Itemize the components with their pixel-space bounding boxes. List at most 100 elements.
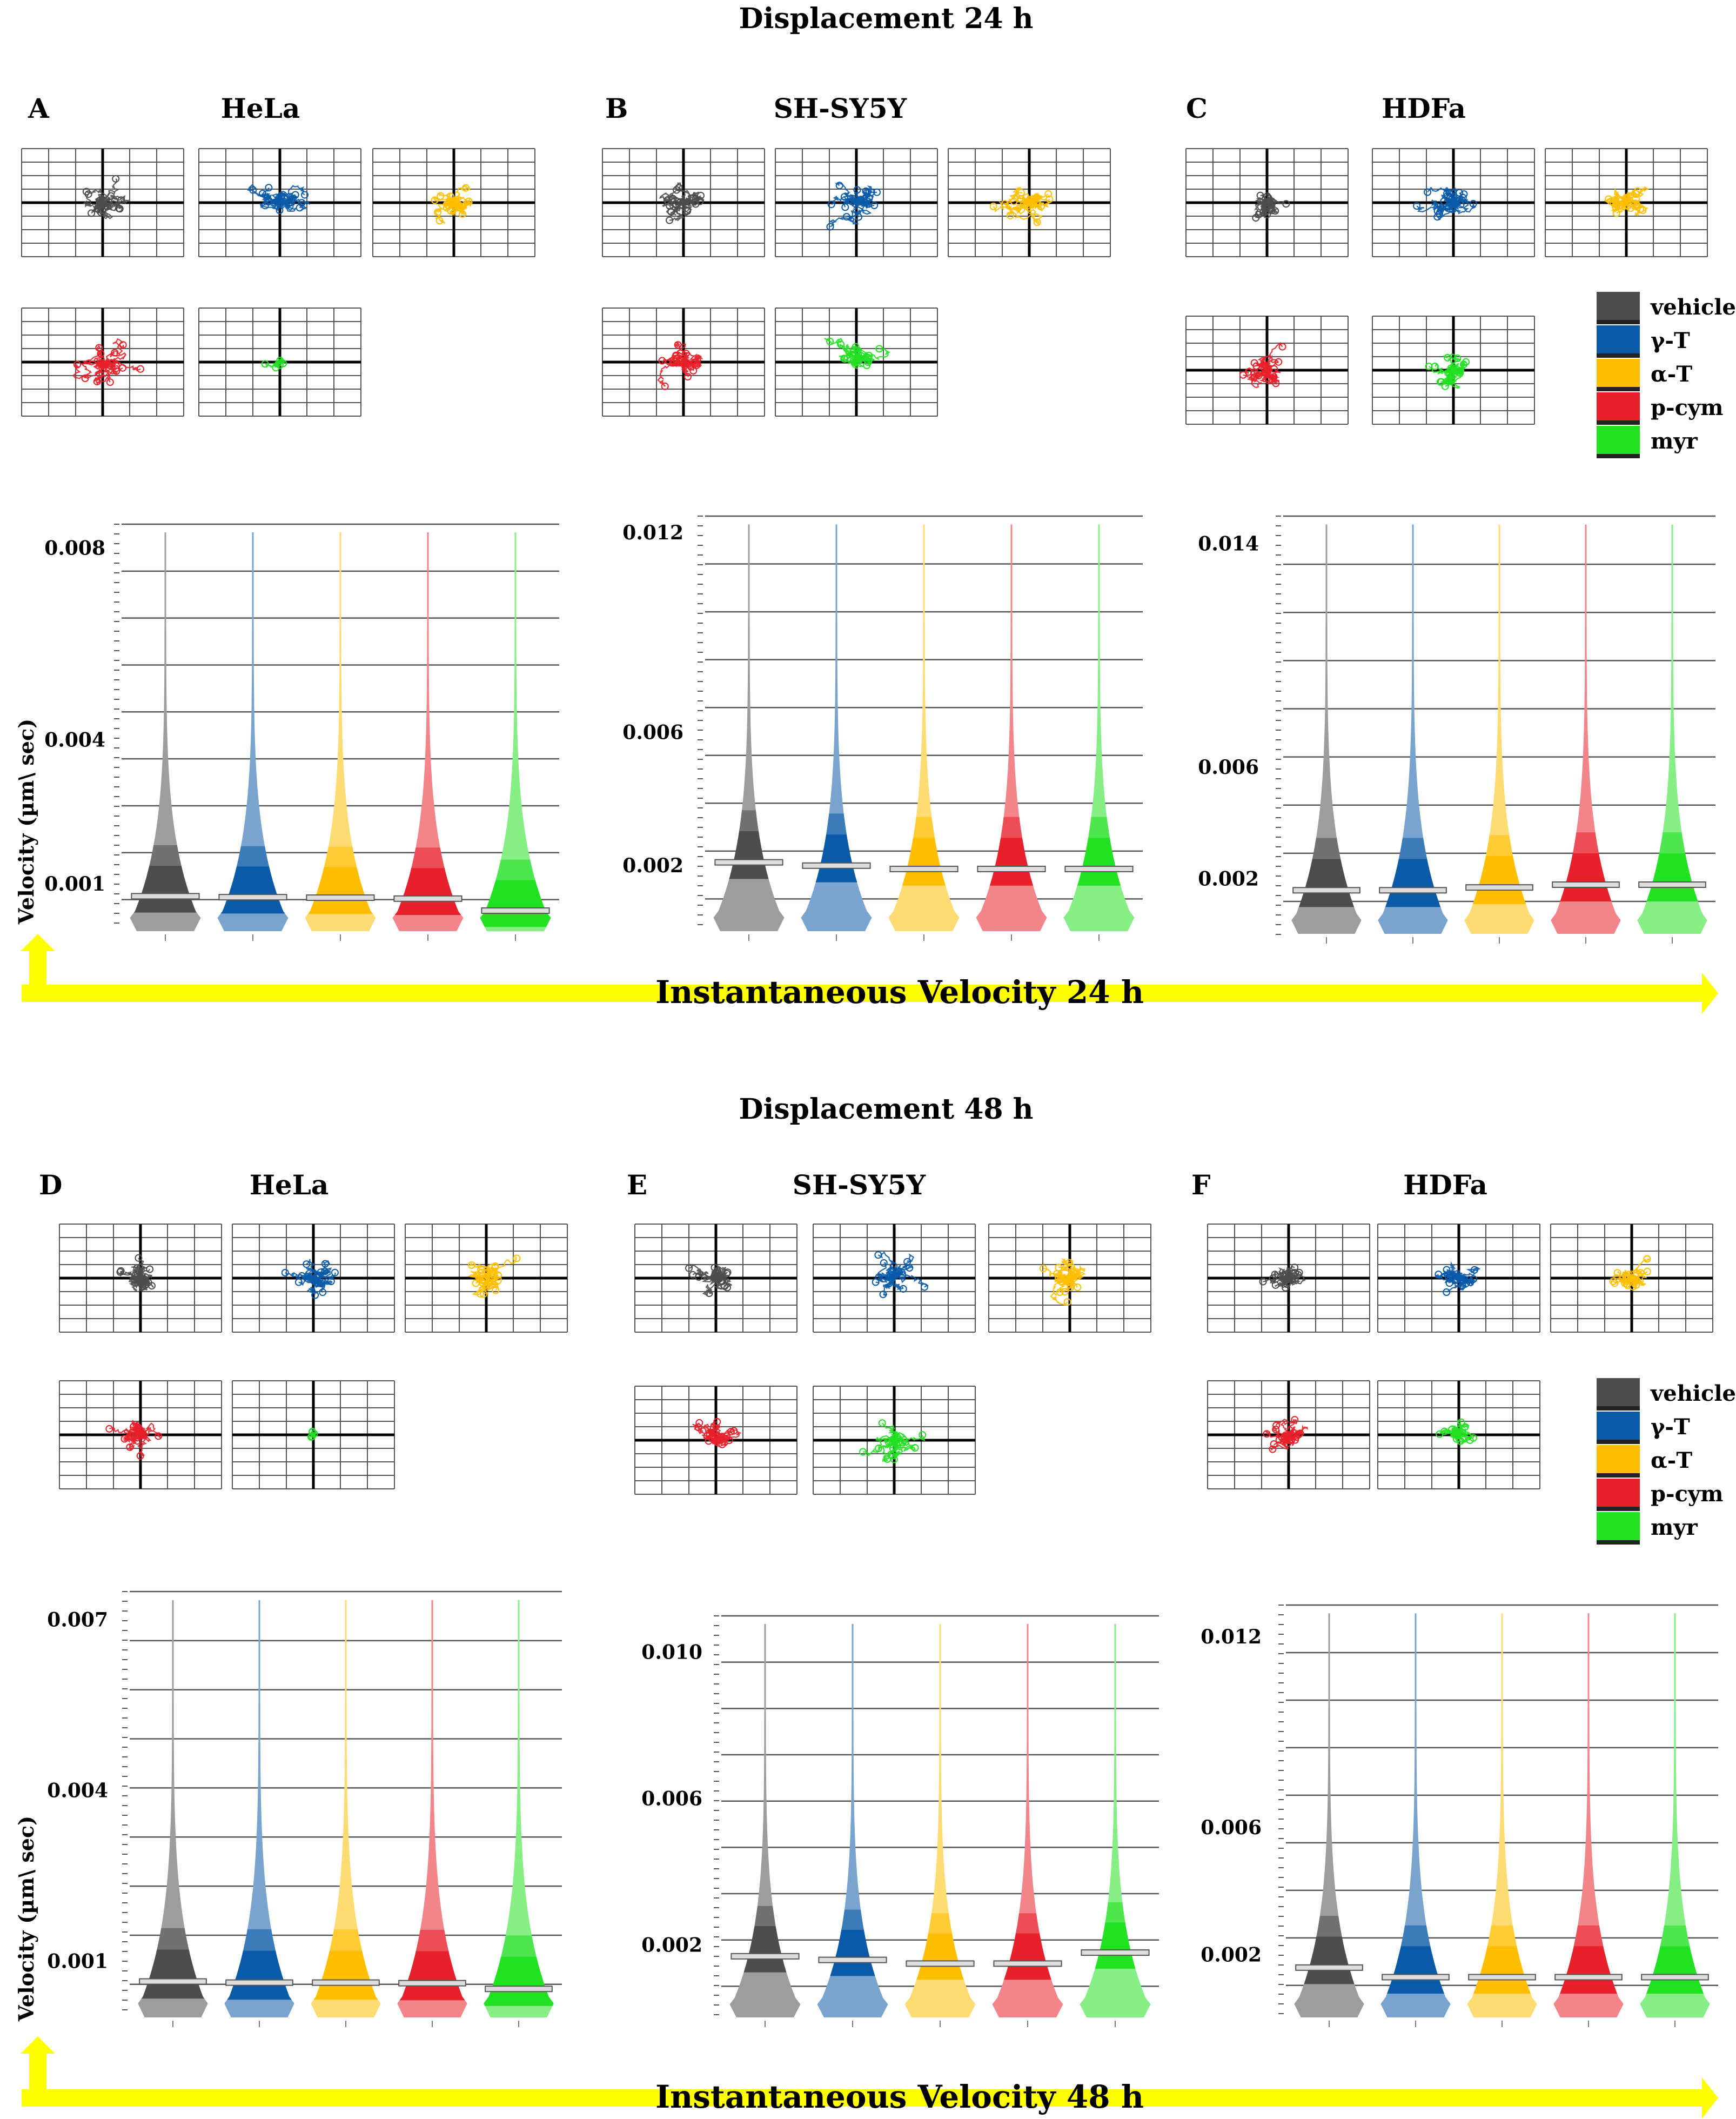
legend-swatch [1597, 325, 1640, 356]
violin-A-2 [305, 532, 376, 941]
violin-B-3 [976, 524, 1047, 941]
trajectory-plot-D-1 [232, 1224, 395, 1333]
panel-A: A HeLa 0.008 0.004 0.001 [21, 92, 559, 941]
panel-C: C HDFa 0.014 0.006 0.002 [1185, 92, 1715, 944]
y-tick-label: 0.006 [641, 1788, 702, 1810]
trajectory-plot-B-1 [775, 148, 938, 257]
violin-C-0 [1291, 524, 1362, 944]
legend-label: γ-T [1651, 1414, 1690, 1440]
trajectory-plot-A-0 [21, 148, 184, 257]
trajectory-plot-B-3 [602, 308, 765, 417]
violin-B-1 [801, 524, 872, 941]
legends: vehicle γ-T α-T p-cym myr vehicle γ-T α-T p-cym m… [1597, 292, 1736, 1545]
legend-label: vehicle [1650, 295, 1736, 320]
y-tick-label: 0.010 [641, 1641, 702, 1664]
trajectory-plot-B-4 [775, 308, 938, 417]
trajectory-plot-D-0 [59, 1224, 222, 1333]
violin-A-4 [480, 532, 551, 941]
violin-D-3 [397, 1600, 467, 2027]
trajectory-plot-D-3 [59, 1380, 222, 1489]
arrow-label-48h: Instantaneous Velocity 48 h [655, 2078, 1144, 2115]
violin-C-1 [1378, 524, 1448, 944]
violin-plot-B: 0.012 0.006 0.002 [622, 515, 1143, 941]
legend-label: vehicle [1650, 1381, 1736, 1406]
y-tick-label: 0.006 [622, 721, 683, 744]
y-axis-label-24h: Velocity (µm\ sec) [14, 719, 38, 925]
trajectory-plot-D-4 [232, 1380, 395, 1489]
y-tick-label: 0.002 [1201, 1943, 1262, 1966]
legend-swatch [1597, 1479, 1640, 1509]
trajectory-plot-A-2 [372, 148, 535, 257]
trajectory-plot-B-0 [602, 148, 765, 257]
y-tick-label: 0.001 [47, 1950, 108, 1973]
legend-swatch [1597, 1512, 1640, 1542]
violin-C-4 [1637, 524, 1707, 944]
trajectory-plot-A-3 [21, 308, 184, 417]
legend-swatch [1597, 292, 1640, 322]
trajectory-plot-F-1 [1377, 1224, 1540, 1333]
panel-title-E: SH-SY5Y [793, 1169, 927, 1201]
legend-swatch [1597, 1378, 1640, 1408]
panel-letter-B: B [605, 92, 628, 124]
trajectory-plot-B-2 [948, 148, 1111, 257]
section-title-48h: Displacement 48 h [739, 1093, 1034, 1126]
trajectory-plot-F-4 [1377, 1380, 1540, 1489]
violin-B-4 [1063, 524, 1135, 941]
trajectory-plot-F-2 [1550, 1224, 1713, 1333]
y-tick-label: 0.008 [44, 537, 105, 559]
trajectory-plot-C-0 [1185, 148, 1349, 257]
y-tick-label: 0.006 [1201, 1816, 1262, 1839]
violin-A-0 [130, 532, 201, 941]
legend-label: α-T [1651, 362, 1692, 387]
violin-F-3 [1553, 1613, 1624, 2027]
trajectory-plot-F-0 [1207, 1224, 1370, 1333]
panel-title-A: HeLa [221, 92, 300, 124]
violin-A-1 [217, 532, 289, 941]
trajectory-plot-C-2 [1545, 148, 1708, 257]
violin-B-2 [888, 524, 960, 941]
y-axis-label-48h: Velocity (µm\ sec) [14, 1816, 38, 2022]
violin-plot-E: 0.010 0.006 0.002 [641, 1615, 1159, 2027]
y-tick-label: 0.004 [47, 1780, 108, 1802]
panel-letter-D: D [39, 1169, 62, 1201]
trajectory-plot-C-1 [1372, 148, 1535, 257]
violin-D-2 [311, 1600, 381, 2027]
y-tick-label: 0.006 [1198, 756, 1259, 779]
section-title-24h: Displacement 24 h [739, 2, 1034, 35]
violin-E-0 [729, 1623, 801, 2027]
violin-E-1 [817, 1623, 888, 2027]
violin-C-2 [1464, 524, 1534, 944]
legend-swatch [1597, 1412, 1640, 1442]
y-tick-label: 0.002 [641, 1934, 702, 1957]
panel-title-B: SH-SY5Y [774, 92, 908, 124]
panel-D: D HeLa 0.007 0.004 0.001 [39, 1169, 568, 2027]
panel-F: F HDFa 0.012 0.006 0.002 [1191, 1169, 1718, 2027]
trajectory-plot-A-1 [198, 148, 361, 257]
violin-plot-D: 0.007 0.004 0.001 [47, 1590, 562, 2027]
legend-F: vehicle γ-T α-T p-cym myr [1597, 1378, 1736, 1545]
arrow-48h [21, 2036, 1718, 2118]
y-tick-label: 0.012 [622, 522, 683, 544]
trajectory-plot-E-1 [813, 1224, 976, 1333]
arrow-label-24h: Instantaneous Velocity 24 h [655, 974, 1144, 1011]
trajectory-plot-E-0 [634, 1224, 797, 1333]
violin-E-2 [904, 1623, 976, 2027]
trajectory-plot-E-4 [813, 1386, 976, 1495]
panel-B: B SH-SY5Y 0.012 0.006 0.002 [602, 92, 1143, 941]
legend-swatch [1597, 392, 1640, 423]
legend-swatch [1597, 426, 1640, 456]
panel-title-C: HDFa [1382, 92, 1466, 124]
arrow-24h [21, 934, 1718, 1014]
legend-C: vehicle γ-T α-T p-cym myr [1597, 292, 1736, 458]
violin-F-0 [1294, 1613, 1364, 2027]
violin-B-0 [713, 524, 785, 941]
violin-plot-A: 0.008 0.004 0.001 [44, 523, 559, 941]
legend-label: p-cym [1651, 1481, 1724, 1507]
violin-plot-C: 0.014 0.006 0.002 [1198, 515, 1715, 944]
trajectory-plot-A-4 [198, 308, 361, 417]
violin-A-3 [392, 532, 464, 941]
violin-D-1 [224, 1600, 294, 2027]
violin-E-3 [992, 1623, 1063, 2027]
violin-plot-F: 0.012 0.006 0.002 [1201, 1604, 1718, 2027]
